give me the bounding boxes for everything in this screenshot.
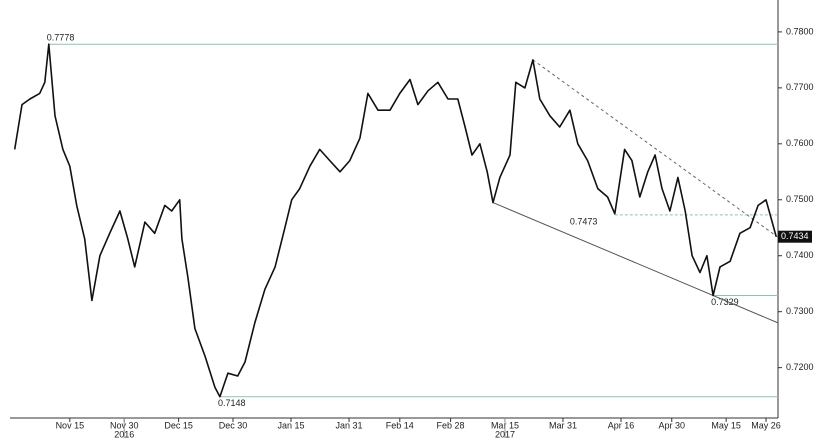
x-tick-label: Jan 15	[278, 420, 305, 430]
year-label: 2016	[114, 429, 134, 439]
x-tick-label: Dec 30	[219, 420, 248, 430]
last-price-box	[778, 230, 812, 243]
x-tick-label: Apr 16	[608, 420, 635, 430]
x-tick-label: Feb 14	[386, 420, 414, 430]
x-tick-label: Feb 28	[437, 420, 465, 430]
trend-line	[492, 202, 779, 324]
level-label: 0.7473	[570, 216, 598, 226]
y-tick-label: 0.7800	[786, 26, 814, 36]
x-tick-label: Jan 31	[336, 420, 363, 430]
x-tick-label: Nov 15	[56, 420, 85, 430]
x-tick-label: May 15	[711, 420, 741, 430]
y-tick-label: 0.7200	[786, 362, 814, 372]
level-label: 0.7148	[218, 398, 246, 408]
level-label: 0.7329	[711, 297, 739, 307]
x-tick-label: Mar 31	[549, 420, 577, 430]
x-tick-label: May 26	[751, 420, 781, 430]
level-label: 0.7778	[47, 33, 75, 43]
last-price-label: 0.7434	[781, 231, 809, 241]
year-label: 2017	[495, 429, 515, 439]
y-tick-label: 0.7500	[786, 194, 814, 204]
y-tick-label: 0.7600	[786, 138, 814, 148]
x-tick-label: Dec 15	[164, 420, 193, 430]
trend-line	[532, 59, 779, 238]
y-tick-label: 0.7700	[786, 82, 814, 92]
y-tick-label: 0.7400	[786, 250, 814, 260]
y-tick-label: 0.7300	[786, 306, 814, 316]
x-tick-label: Apr 30	[658, 420, 685, 430]
price-line	[13, 43, 777, 398]
